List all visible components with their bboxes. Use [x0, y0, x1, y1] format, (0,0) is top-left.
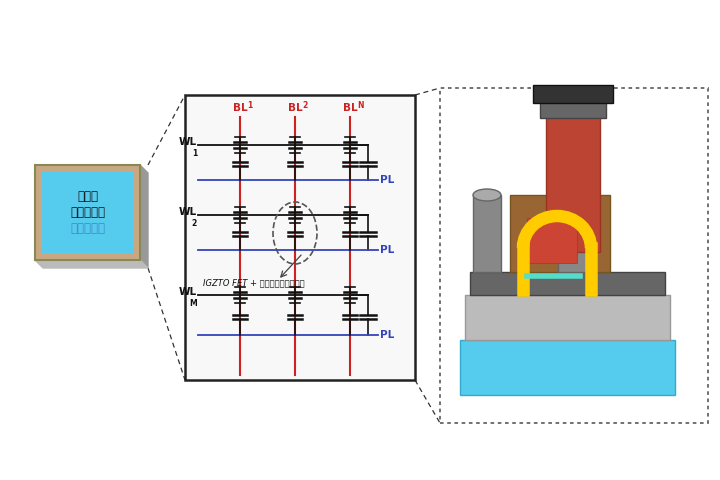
FancyBboxPatch shape [473, 195, 501, 272]
Text: 混載メモリ: 混載メモリ [70, 206, 105, 219]
FancyBboxPatch shape [460, 340, 675, 395]
Text: プロセッサ: プロセッサ [70, 222, 105, 235]
FancyBboxPatch shape [465, 295, 670, 340]
Ellipse shape [473, 189, 501, 201]
Text: BL: BL [288, 103, 302, 113]
Text: PL: PL [380, 330, 395, 340]
Text: PL: PL [380, 175, 395, 185]
Text: IGZTO FET + 強腘電体キャパシタ: IGZTO FET + 強腘電体キャパシタ [203, 278, 305, 288]
Text: WL: WL [179, 287, 197, 297]
Text: 1: 1 [192, 149, 197, 158]
Text: M: M [189, 299, 197, 308]
FancyBboxPatch shape [35, 165, 140, 260]
FancyBboxPatch shape [42, 172, 133, 253]
Text: PL: PL [380, 245, 395, 255]
Text: 2: 2 [192, 219, 197, 228]
Text: N: N [357, 101, 364, 110]
Polygon shape [35, 260, 148, 268]
Text: 2: 2 [302, 101, 307, 110]
FancyBboxPatch shape [470, 272, 665, 295]
Text: WL: WL [179, 137, 197, 147]
FancyBboxPatch shape [558, 100, 588, 272]
FancyBboxPatch shape [527, 218, 577, 263]
Polygon shape [140, 165, 148, 268]
Text: 三次元: 三次元 [77, 190, 98, 203]
Text: BL: BL [343, 103, 358, 113]
FancyBboxPatch shape [546, 112, 600, 252]
FancyBboxPatch shape [185, 95, 415, 380]
Text: BL: BL [233, 103, 248, 113]
Text: WL: WL [179, 207, 197, 217]
Text: 1: 1 [247, 101, 252, 110]
FancyBboxPatch shape [510, 195, 610, 272]
FancyBboxPatch shape [533, 85, 613, 103]
FancyBboxPatch shape [540, 100, 606, 118]
